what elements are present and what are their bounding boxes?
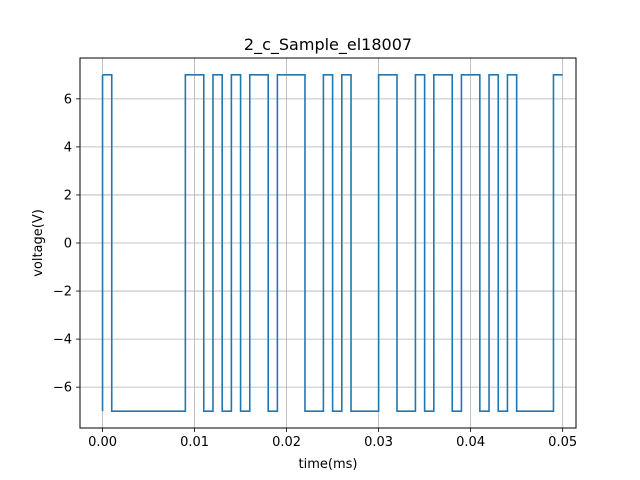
- x-axis-label: time(ms): [299, 457, 358, 472]
- voltage-step-line: [102, 74, 563, 412]
- y-axis-label: voltage(V): [31, 209, 46, 277]
- x-tick-label: 0.00: [88, 435, 117, 450]
- y-tick-label: −6: [53, 381, 72, 396]
- y-tick-label: 6: [64, 92, 72, 107]
- plot-line-group: [101, 74, 563, 412]
- x-tick-label: 0.04: [456, 435, 485, 450]
- x-ticks: 0.00 0.01 0.02 0.03 0.04 0.05: [88, 428, 577, 450]
- x-tick-label: 0.03: [364, 435, 393, 450]
- y-tick-label: 0: [64, 237, 72, 252]
- y-tick-label: 4: [64, 140, 72, 155]
- y-tick-label: 2: [64, 188, 72, 203]
- grid: [80, 58, 576, 428]
- x-tick-label: 0.01: [180, 435, 209, 450]
- chart-title: 2_c_Sample_el18007: [244, 35, 412, 55]
- y-ticks: −6 −4 −2 0 2 4 6: [53, 92, 80, 396]
- y-tick-label: −4: [53, 333, 72, 348]
- x-tick-label: 0.02: [272, 435, 301, 450]
- y-tick-label: −2: [53, 285, 72, 300]
- x-tick-label: 0.05: [548, 435, 577, 450]
